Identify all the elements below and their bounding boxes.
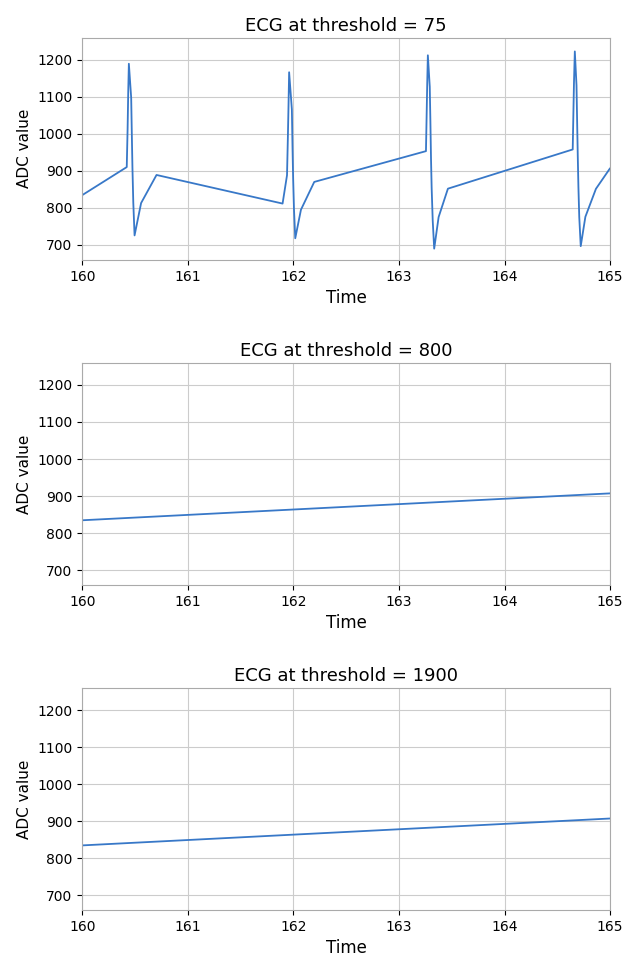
X-axis label: Time: Time <box>326 939 367 957</box>
Y-axis label: ADC value: ADC value <box>17 760 31 839</box>
Title: ECG at threshold = 75: ECG at threshold = 75 <box>245 17 447 35</box>
Title: ECG at threshold = 1900: ECG at threshold = 1900 <box>234 667 458 685</box>
X-axis label: Time: Time <box>326 615 367 632</box>
Y-axis label: ADC value: ADC value <box>17 434 31 513</box>
Y-axis label: ADC value: ADC value <box>17 109 31 188</box>
X-axis label: Time: Time <box>326 289 367 307</box>
Title: ECG at threshold = 800: ECG at threshold = 800 <box>240 342 452 359</box>
